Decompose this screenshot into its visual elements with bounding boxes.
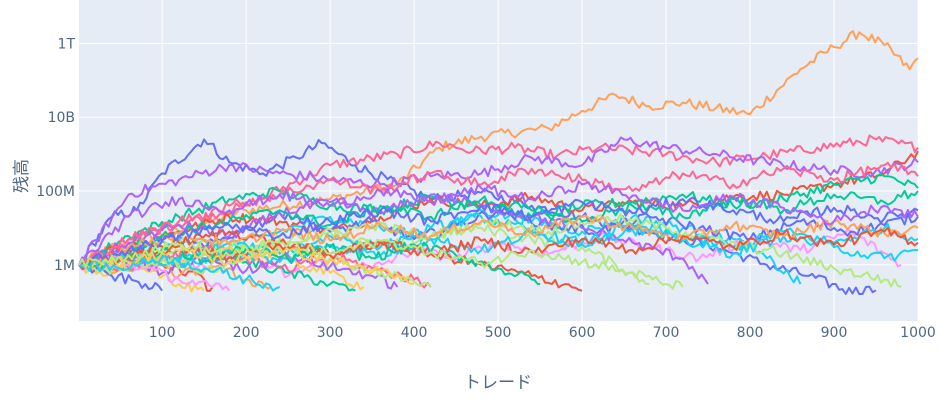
series-line	[78, 180, 919, 266]
x-tick-label: 900	[821, 325, 848, 341]
y-tick-label: 1M	[54, 258, 75, 274]
y-tick-label: 10B	[48, 110, 75, 126]
series-line	[78, 257, 205, 293]
x-axis-title: トレード	[464, 373, 532, 393]
x-tick-label: 600	[569, 325, 596, 341]
y-axis-ticks: 1M 100M 10B 1T	[36, 36, 75, 273]
x-axis-ticks: 100 200 300 400 500 600 700 800 900 1000	[149, 325, 936, 341]
x-tick-label: 100	[149, 325, 176, 341]
y-tick-label: 1T	[58, 36, 76, 52]
x-tick-label: 400	[401, 325, 428, 341]
series-line	[78, 134, 919, 268]
series-line	[78, 136, 919, 266]
x-tick-label: 800	[737, 325, 764, 341]
series-line	[78, 196, 919, 269]
series-line	[78, 206, 919, 271]
series-line	[78, 189, 919, 266]
x-tick-label: 200	[233, 325, 260, 341]
series-line	[78, 254, 281, 292]
series-line	[78, 226, 919, 270]
x-tick-label: 1000	[900, 325, 936, 341]
series-line	[78, 238, 684, 290]
series-group	[78, 30, 919, 296]
x-tick-label: 700	[653, 325, 680, 341]
y-axis-title: 残高	[12, 159, 32, 193]
x-tick-label: 300	[317, 325, 344, 341]
series-line	[78, 192, 709, 285]
y-tick-label: 100M	[36, 184, 75, 200]
series-line	[78, 214, 919, 266]
series-line	[78, 262, 163, 292]
x-tick-label: 500	[485, 325, 512, 341]
